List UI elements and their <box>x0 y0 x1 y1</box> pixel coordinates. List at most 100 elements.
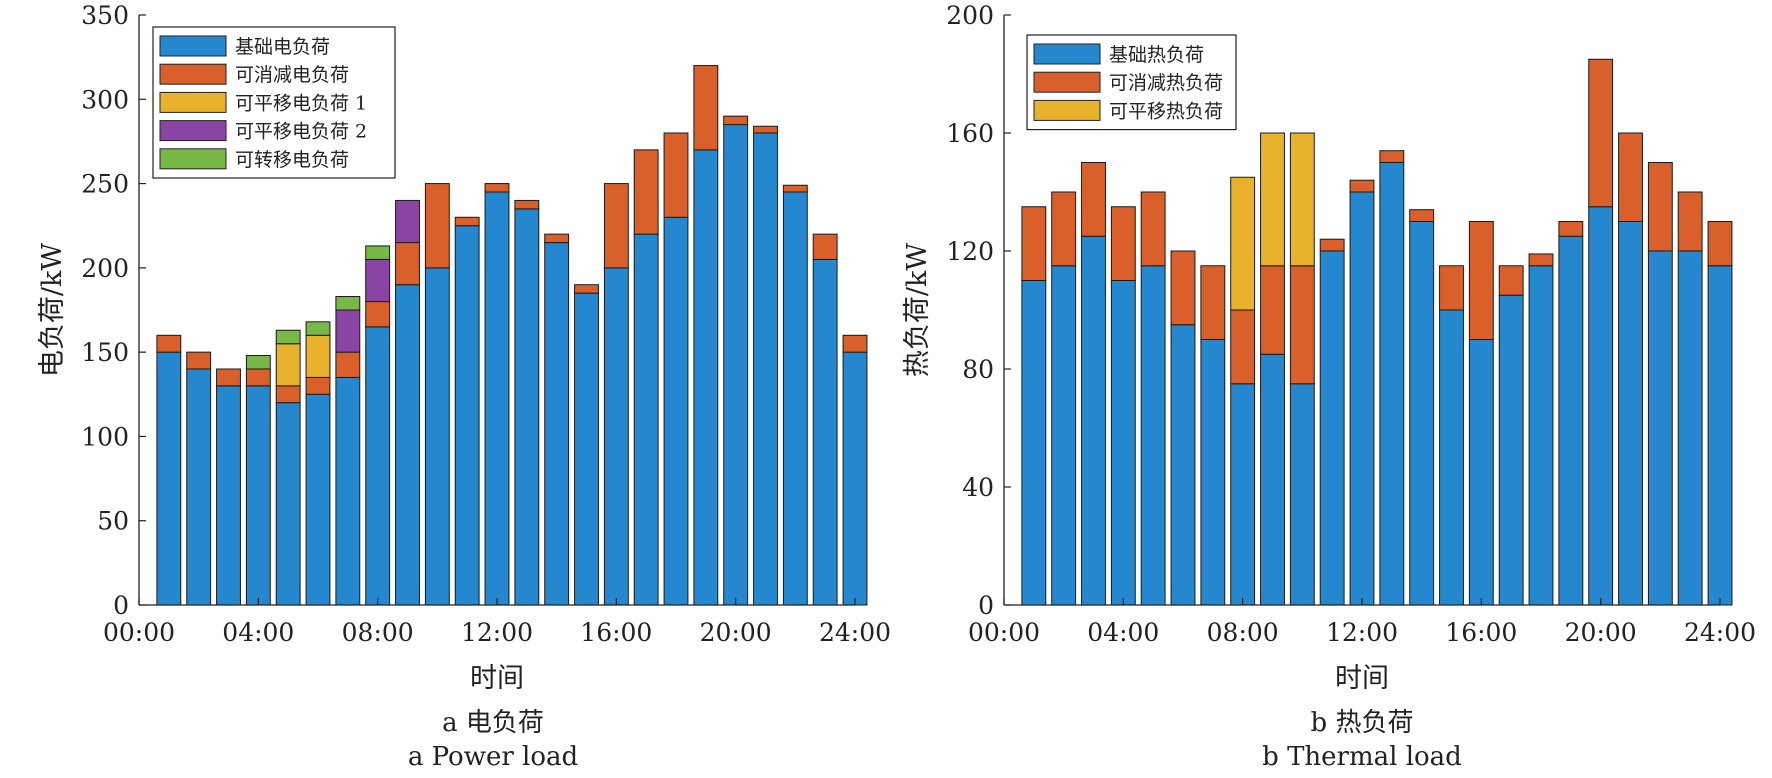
power-bar-1-1 <box>156 351 182 606</box>
power-bar-3-5 <box>275 343 301 387</box>
thermal-bar-2-12 <box>1349 179 1375 193</box>
thermal-x-tick-label-6: 24:00 <box>1684 618 1756 647</box>
power-x-tick-label-5: 20:00 <box>700 618 772 647</box>
thermal-bar-2-20 <box>1588 58 1614 208</box>
thermal-y-tick-label-1: 40 <box>962 473 994 502</box>
thermal-legend-label-2: 可消减热负荷 <box>1109 72 1223 94</box>
power-bar-2-6 <box>305 376 331 395</box>
power-y-tick-label-6: 300 <box>81 85 129 114</box>
thermal-bar-1-9 <box>1260 353 1285 606</box>
power-bar-2-8 <box>365 301 391 328</box>
thermal-legend-swatch-2 <box>1033 71 1101 93</box>
thermal-y-axis-label: 热负荷/kW <box>902 243 933 377</box>
power-bar-1-3 <box>216 385 241 606</box>
power-x-tick-label-4: 16:00 <box>580 618 652 647</box>
thermal-bar-2-10 <box>1289 265 1315 385</box>
power-bar-1-15 <box>574 292 599 606</box>
power-legend-label-1: 基础电负荷 <box>235 36 330 58</box>
power-bar-1-22 <box>782 191 808 606</box>
thermal-bar-1-6 <box>1170 324 1196 606</box>
thermal-bar-2-18 <box>1528 253 1554 267</box>
power-bar-2-17 <box>633 149 659 235</box>
power-bar-4-7 <box>335 309 361 353</box>
power-bar-5-8 <box>365 245 391 260</box>
thermal-bar-2-1 <box>1021 206 1047 281</box>
power-bar-2-7 <box>335 351 361 378</box>
thermal-bar-2-16 <box>1468 221 1494 340</box>
power-bar-2-12 <box>484 183 510 193</box>
power-bar-2-18 <box>663 132 689 218</box>
thermal-x-tick-label-5: 20:00 <box>1565 618 1637 647</box>
thermal-bar-1-13 <box>1379 162 1405 606</box>
power-bar-1-18 <box>663 216 689 606</box>
power-bar-4-8 <box>365 258 391 303</box>
power-bar-1-2 <box>186 368 212 606</box>
power-bar-2-11 <box>454 216 480 227</box>
power-load-chart: 0 50 100 150 200 250 300 350 00:00 04:00 08:00 12:0… <box>37 1 891 694</box>
thermal-y-tick-label-5: 200 <box>946 1 994 30</box>
power-bar-2-16 <box>603 183 629 269</box>
power-y-tick-label-2: 100 <box>81 422 129 451</box>
thermal-bar-2-15 <box>1439 265 1464 311</box>
thermal-bar-3-8 <box>1230 176 1256 311</box>
caption-power-cn: a 电负荷 <box>442 708 544 738</box>
thermal-bar-2-17 <box>1498 265 1524 296</box>
power-bar-1-11 <box>454 225 480 606</box>
thermal-bar-1-1 <box>1021 280 1047 606</box>
thermal-bar-1-4 <box>1110 280 1136 606</box>
thermal-bar-1-19 <box>1558 235 1584 606</box>
thermal-bar-2-11 <box>1319 238 1345 252</box>
power-bar-2-10 <box>424 183 450 269</box>
thermal-bar-1-23 <box>1677 250 1703 606</box>
thermal-bar-1-11 <box>1319 250 1345 606</box>
power-y-tick-label-7: 350 <box>81 1 129 30</box>
caption-power-en: a Power load <box>407 742 579 772</box>
thermal-bar-2-9 <box>1260 265 1285 355</box>
thermal-x-tick-label-3: 12:00 <box>1326 618 1398 647</box>
power-bar-5-7 <box>335 296 361 311</box>
power-bar-1-12 <box>484 191 510 606</box>
power-bar-2-23 <box>812 233 838 260</box>
power-bar-1-13 <box>514 208 540 606</box>
power-bar-1-14 <box>544 242 570 606</box>
thermal-bar-1-10 <box>1289 383 1315 606</box>
power-x-tick-label-6: 24:00 <box>819 618 891 647</box>
caption-thermal-en: b Thermal load <box>1262 742 1462 772</box>
power-bar-5-5 <box>275 329 301 345</box>
thermal-bar-2-23 <box>1677 191 1703 252</box>
power-bar-4-9 <box>395 199 420 244</box>
thermal-legend-label-3: 可平移热负荷 <box>1109 100 1223 122</box>
power-bar-1-5 <box>275 402 301 606</box>
thermal-bar-2-22 <box>1647 162 1673 252</box>
thermal-bar-1-14 <box>1409 221 1435 606</box>
power-x-tick-label-2: 08:00 <box>342 618 414 647</box>
power-legend-swatch-3 <box>159 91 227 113</box>
thermal-bar-1-16 <box>1468 339 1494 606</box>
power-bar-2-13 <box>514 199 540 210</box>
caption-thermal-cn: b 热负荷 <box>1310 708 1414 738</box>
power-y-tick-label-5: 250 <box>81 170 129 199</box>
thermal-y-tick-label-3: 120 <box>946 237 994 266</box>
thermal-y-tick-label-2: 80 <box>962 355 994 384</box>
power-bar-1-4 <box>245 385 271 606</box>
thermal-bar-1-20 <box>1588 206 1614 606</box>
thermal-bar-1-24 <box>1707 265 1733 606</box>
power-x-tick-label-0: 00:00 <box>103 618 175 647</box>
power-legend-label-4: 可平移电负荷 2 <box>235 121 367 143</box>
thermal-x-tick-label-0: 00:00 <box>968 618 1040 647</box>
power-bar-1-10 <box>424 267 450 606</box>
power-bar-5-4 <box>245 355 271 370</box>
thermal-x-tick-label-4: 16:00 <box>1445 618 1517 647</box>
thermal-bar-1-18 <box>1528 265 1554 606</box>
power-legend-label-5: 可转移电负荷 <box>235 149 349 171</box>
thermal-bar-2-6 <box>1170 250 1196 326</box>
power-bar-1-6 <box>305 393 331 606</box>
power-legend-label-3: 可平移电负荷 1 <box>235 92 367 114</box>
thermal-bar-1-3 <box>1081 235 1106 606</box>
thermal-bar-1-2 <box>1051 265 1077 606</box>
power-bar-1-20 <box>723 124 749 606</box>
thermal-bar-2-7 <box>1200 265 1226 340</box>
power-bar-1-24 <box>842 351 868 606</box>
